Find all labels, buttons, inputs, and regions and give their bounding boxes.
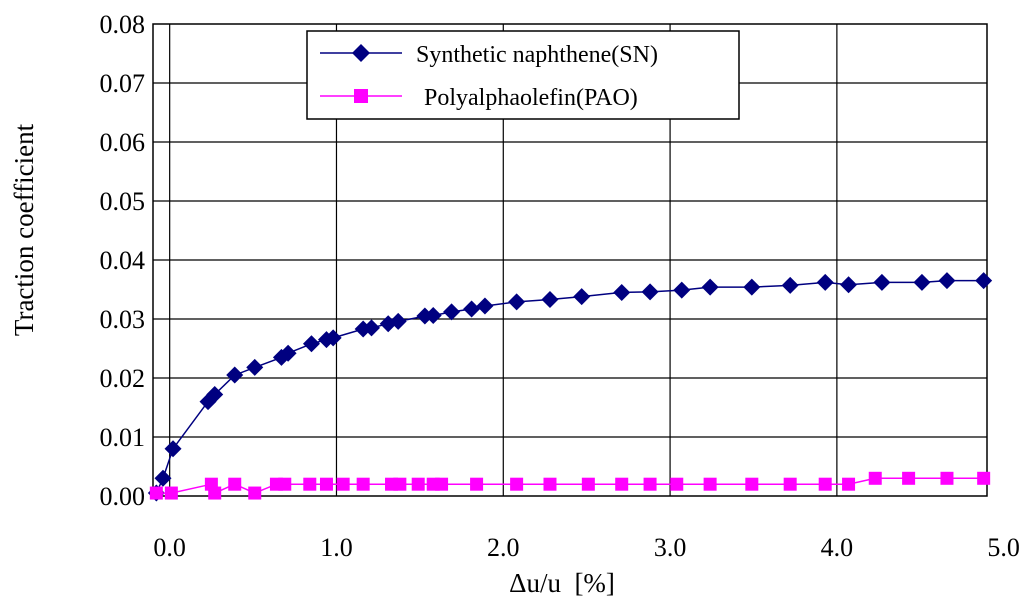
plot-frame	[152, 23, 988, 497]
data-point	[816, 273, 834, 291]
data-point	[543, 477, 557, 491]
x-tick-labels: 0.0 1.0 2.0 3.0 4.0 5.0	[153, 533, 1020, 562]
data-point	[508, 293, 526, 311]
data-point	[670, 477, 684, 491]
data-point	[673, 281, 691, 299]
x-axis-title: Δu/u [%]	[509, 568, 615, 598]
data-point	[541, 291, 559, 309]
series-pao	[149, 471, 991, 500]
data-point	[149, 486, 163, 500]
data-point	[206, 386, 224, 404]
data-point	[818, 477, 832, 491]
data-point	[940, 471, 954, 485]
data-point	[248, 486, 262, 500]
x-tick-label: 2.0	[487, 533, 520, 562]
data-point	[208, 486, 222, 500]
data-point	[363, 319, 381, 337]
data-point	[643, 477, 657, 491]
data-point	[319, 477, 333, 491]
data-point	[783, 477, 797, 491]
data-point	[510, 477, 524, 491]
data-point	[476, 297, 494, 315]
data-point	[873, 273, 891, 291]
data-point	[470, 477, 484, 491]
y-tick-label: 0.07	[100, 69, 146, 98]
data-point	[411, 477, 425, 491]
x-tick-label: 4.0	[821, 533, 854, 562]
data-point	[977, 471, 991, 485]
data-point	[164, 440, 182, 458]
data-point	[573, 288, 591, 306]
legend-label-sn: Synthetic naphthene(SN)	[416, 42, 658, 68]
data-point	[424, 306, 442, 324]
data-point	[279, 344, 297, 362]
y-tick-label: 0.06	[100, 128, 146, 157]
y-tick-label: 0.05	[100, 187, 146, 216]
series-layer	[147, 272, 993, 502]
legend: Synthetic naphthene(SN) Polyalphaolefin(…	[306, 30, 740, 120]
data-point	[938, 272, 956, 290]
data-point	[228, 477, 242, 491]
data-point	[781, 276, 799, 294]
data-point	[868, 471, 882, 485]
y-tick-label: 0.08	[100, 10, 146, 39]
y-tick-labels: 0.00 0.01 0.02 0.03 0.04 0.05 0.06 0.07 0.08	[100, 10, 146, 511]
data-point	[581, 477, 595, 491]
data-point	[226, 366, 244, 384]
data-point	[745, 477, 759, 491]
data-point	[840, 276, 858, 294]
data-point	[641, 283, 659, 301]
y-axis-title: Traction coefficient	[9, 123, 39, 336]
data-point	[615, 477, 629, 491]
legend-box	[306, 30, 740, 120]
series-sn	[147, 272, 993, 502]
data-point	[164, 486, 178, 500]
data-point	[393, 477, 407, 491]
data-point	[324, 329, 342, 347]
data-point	[701, 278, 719, 296]
y-tick-label: 0.02	[100, 364, 146, 393]
data-point	[278, 477, 292, 491]
data-point	[613, 283, 631, 301]
data-point	[356, 477, 370, 491]
x-tick-label: 3.0	[654, 533, 687, 562]
data-point	[902, 471, 916, 485]
y-tick-label: 0.04	[100, 246, 146, 275]
data-point	[302, 335, 320, 353]
y-tick-label: 0.00	[100, 482, 146, 511]
data-point	[743, 278, 761, 296]
y-tick-label: 0.01	[100, 423, 146, 452]
legend-marker-sn	[352, 44, 370, 62]
data-point	[913, 273, 931, 291]
data-point	[336, 477, 350, 491]
x-tick-label: 0.0	[153, 533, 186, 562]
data-point	[246, 358, 264, 376]
y-tick-label: 0.03	[100, 305, 146, 334]
data-point	[435, 477, 449, 491]
legend-marker-pao	[354, 89, 368, 103]
data-point	[703, 477, 717, 491]
data-point	[154, 469, 172, 487]
data-point	[975, 272, 993, 290]
x-tick-label: 1.0	[320, 533, 353, 562]
data-point	[463, 300, 481, 318]
legend-label-pao: Polyalphaolefin(PAO)	[424, 85, 638, 111]
data-point	[842, 477, 856, 491]
data-point	[303, 477, 317, 491]
x-tick-label: 5.0	[987, 533, 1020, 562]
data-point	[443, 303, 461, 321]
data-point	[389, 312, 407, 330]
